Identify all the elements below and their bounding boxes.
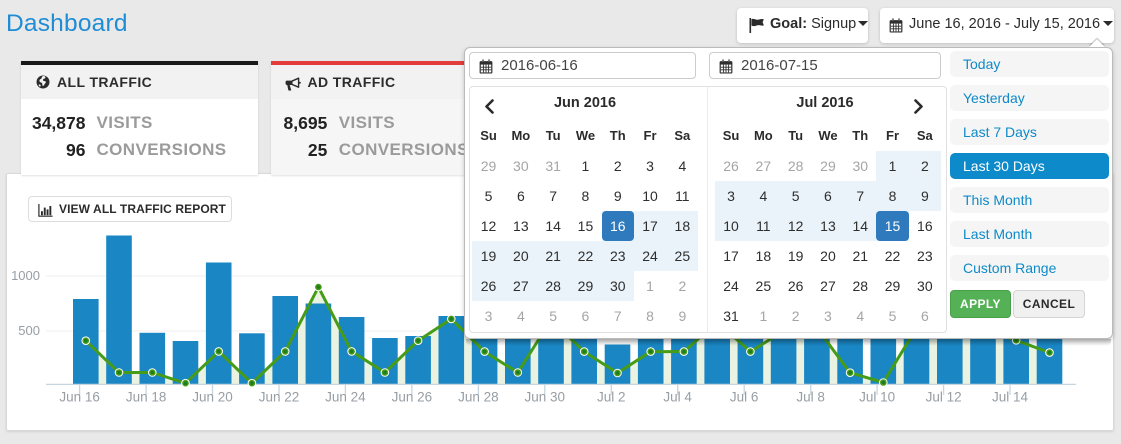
svg-text:Jun 18: Jun 18 bbox=[126, 390, 167, 405]
svg-text:Jun 26: Jun 26 bbox=[392, 390, 433, 405]
svg-text:500: 500 bbox=[18, 323, 40, 338]
svg-text:Jun 28: Jun 28 bbox=[458, 390, 499, 405]
svg-text:Jul 8: Jul 8 bbox=[796, 390, 825, 405]
svg-text:1000: 1000 bbox=[11, 268, 40, 283]
svg-text:Jun 20: Jun 20 bbox=[192, 390, 233, 405]
svg-text:Jun 16: Jun 16 bbox=[59, 390, 100, 405]
svg-text:Jul 12: Jul 12 bbox=[926, 390, 962, 405]
svg-text:Jul 14: Jul 14 bbox=[992, 390, 1029, 405]
svg-text:Jun 30: Jun 30 bbox=[525, 390, 566, 405]
svg-text:Jul 2: Jul 2 bbox=[597, 390, 626, 405]
svg-text:Jul 10: Jul 10 bbox=[859, 390, 895, 405]
svg-text:Jun 22: Jun 22 bbox=[259, 390, 300, 405]
svg-text:Jun 24: Jun 24 bbox=[325, 390, 366, 405]
svg-text:Jul 6: Jul 6 bbox=[730, 390, 759, 405]
svg-text:Jul 4: Jul 4 bbox=[663, 390, 692, 405]
